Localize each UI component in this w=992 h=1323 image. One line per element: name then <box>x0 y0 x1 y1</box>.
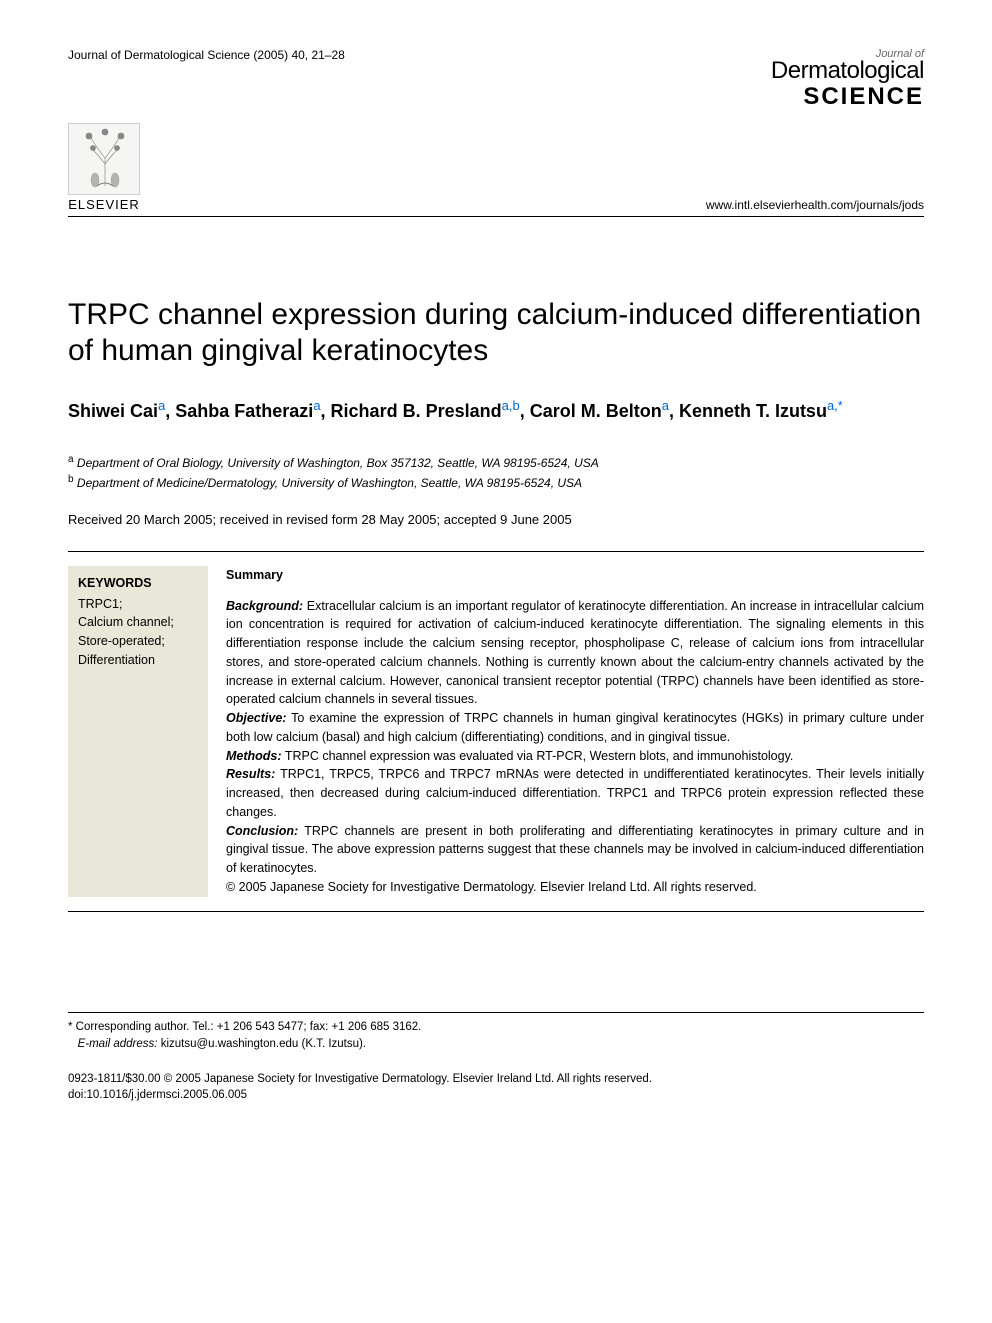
keywords-heading: KEYWORDS <box>78 574 198 593</box>
affiliations: a Department of Oral Biology, University… <box>68 452 924 492</box>
corresponding-footer: * Corresponding author. Tel.: +1 206 543… <box>68 1012 924 1054</box>
affiliation-a: a Department of Oral Biology, University… <box>68 452 924 472</box>
publisher-row: ELSEVIER www.intl.elsevierhealth.com/jou… <box>68 123 924 212</box>
doi-line: doi:10.1016/j.jdermsci.2005.06.005 <box>68 1087 924 1103</box>
results-text: TRPC1, TRPC5, TRPC6 and TRPC7 mRNAs were… <box>226 767 924 819</box>
copyright-block: 0923-1811/$30.00 © 2005 Japanese Society… <box>68 1071 924 1103</box>
email-label: E-mail address: <box>78 1038 158 1050</box>
summary-heading: Summary <box>226 566 924 585</box>
methods-text: TRPC channel expression was evaluated vi… <box>285 749 794 763</box>
results-label: Results: <box>226 767 275 781</box>
journal-logo-main: Dermatological <box>771 60 924 83</box>
background-label: Background: <box>226 599 303 613</box>
keywords-column: KEYWORDS TRPC1; Calcium channel; Store-o… <box>68 566 208 897</box>
summary-conclusion: Conclusion: TRPC channels are present in… <box>226 822 924 878</box>
summary-copyright: © 2005 Japanese Society for Investigativ… <box>226 878 924 897</box>
elsevier-tree-icon <box>68 123 140 195</box>
keyword-item: Store-operated; <box>78 632 198 651</box>
article-dates: Received 20 March 2005; received in revi… <box>68 512 924 527</box>
journal-reference: Journal of Dermatological Science (2005)… <box>68 48 345 62</box>
keyword-item: Differentiation <box>78 651 198 670</box>
issn-line: 0923-1811/$30.00 © 2005 Japanese Society… <box>68 1071 924 1087</box>
abstract-block: KEYWORDS TRPC1; Calcium channel; Store-o… <box>68 551 924 912</box>
corresponding-author: * Corresponding author. Tel.: +1 206 543… <box>68 1019 924 1036</box>
email-address[interactable]: kizutsu@u.washington.edu (K.T. Izutsu). <box>161 1038 366 1050</box>
objective-text: To examine the expression of TRPC channe… <box>226 711 924 744</box>
publisher-name: ELSEVIER <box>68 197 140 212</box>
affiliation-b-text: Department of Medicine/Dermatology, Univ… <box>77 476 582 490</box>
objective-label: Objective: <box>226 711 286 725</box>
conclusion-label: Conclusion: <box>226 824 298 838</box>
journal-logo: Journal of Dermatological SCIENCE <box>771 48 924 111</box>
conclusion-text: TRPC channels are present in both prolif… <box>226 824 924 876</box>
summary-objective: Objective: To examine the expression of … <box>226 709 924 747</box>
affiliation-a-text: Department of Oral Biology, University o… <box>77 456 599 470</box>
header-row: Journal of Dermatological Science (2005)… <box>68 48 924 111</box>
keyword-item: Calcium channel; <box>78 613 198 632</box>
affiliation-b: b Department of Medicine/Dermatology, Un… <box>68 472 924 492</box>
summary-background: Background: Extracellular calcium is an … <box>226 597 924 710</box>
header-rule <box>68 216 924 217</box>
methods-label: Methods: <box>226 749 282 763</box>
journal-url[interactable]: www.intl.elsevierhealth.com/journals/jod… <box>706 198 924 212</box>
article-title: TRPC channel expression during calcium-i… <box>68 297 924 369</box>
summary-methods: Methods: TRPC channel expression was eva… <box>226 747 924 766</box>
author-list: Shiwei Caia, Sahba Fatherazia, Richard B… <box>68 397 924 424</box>
summary-column: Summary Background: Extracellular calciu… <box>226 566 924 897</box>
keyword-item: TRPC1; <box>78 595 198 614</box>
summary-results: Results: TRPC1, TRPC5, TRPC6 and TRPC7 m… <box>226 765 924 821</box>
journal-logo-science: SCIENCE <box>771 83 924 111</box>
publisher-block: ELSEVIER <box>68 123 140 212</box>
background-text: Extracellular calcium is an important re… <box>226 599 924 707</box>
corresponding-email-line: E-mail address: kizutsu@u.washington.edu… <box>68 1036 924 1053</box>
